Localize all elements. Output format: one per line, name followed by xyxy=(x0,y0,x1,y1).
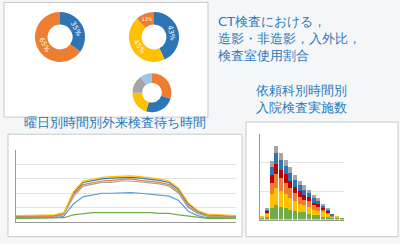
svg-text:依頼科別時間別入院検査実施数: 依頼科別時間別入院検査実施数 xyxy=(256,83,347,115)
svg-text:CT検査における，造影・非造影，入外比，検査室使用割合: CT検査における，造影・非造影，入外比，検査室使用割合 xyxy=(218,14,361,63)
svg-text:12%: 12% xyxy=(142,16,153,22)
svg-text:65%: 65% xyxy=(37,36,51,54)
svg-text:35%: 35% xyxy=(69,20,83,38)
svg-text:45%: 45% xyxy=(132,38,147,56)
svg-text:43%: 43% xyxy=(166,25,177,42)
svg-text:曜日別時間別外来検査待ち時間: 曜日別時間別外来検査待ち時間 xyxy=(24,115,206,130)
